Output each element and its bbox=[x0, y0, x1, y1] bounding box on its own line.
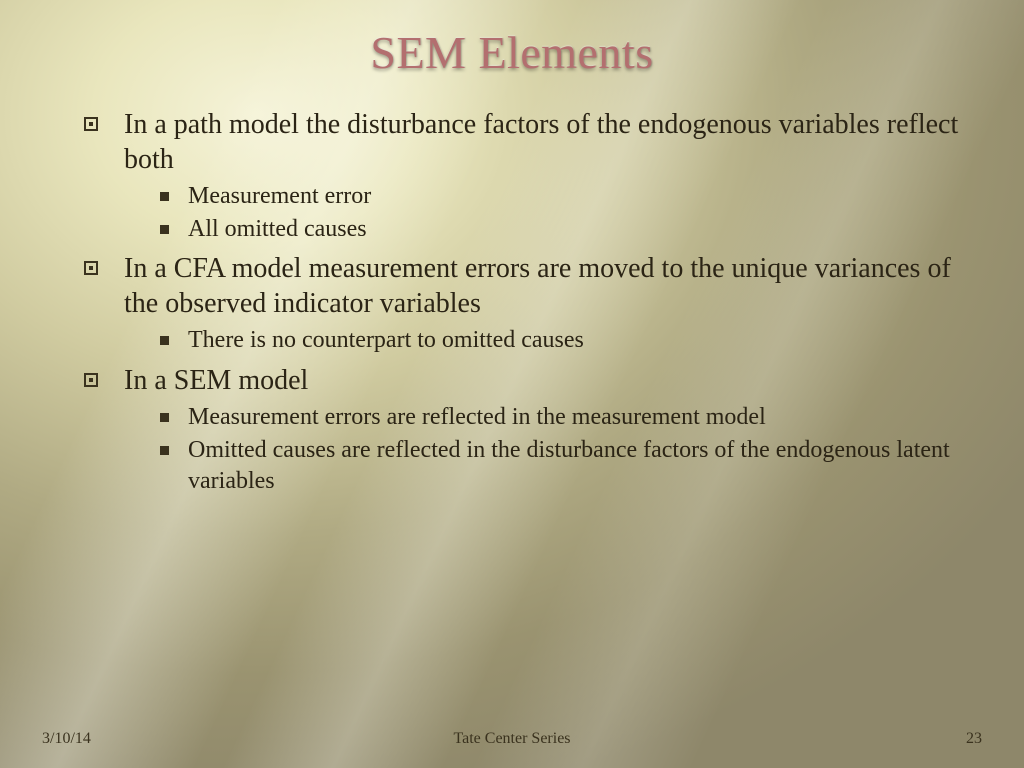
sub-bullet-list: There is no counterpart to omitted cause… bbox=[160, 325, 974, 356]
bullet-text: In a path model the disturbance factors … bbox=[124, 109, 958, 175]
sub-bullet-item: Measurement error bbox=[160, 181, 974, 212]
sub-bullet-item: Measurement errors are reflected in the … bbox=[160, 402, 974, 433]
bullet-text: In a CFA model measurement errors are mo… bbox=[124, 253, 951, 319]
sub-bullet-item: There is no counterpart to omitted cause… bbox=[160, 325, 974, 356]
bullet-list: In a path model the disturbance factors … bbox=[84, 107, 974, 497]
sub-bullet-list: Measurement errors are reflected in the … bbox=[160, 402, 974, 498]
bullet-item: In a SEM model Measurement errors are re… bbox=[84, 363, 974, 498]
bullet-item: In a path model the disturbance factors … bbox=[84, 107, 974, 245]
sub-bullet-item: All omitted causes bbox=[160, 214, 974, 245]
slide: SEM Elements In a path model the disturb… bbox=[0, 0, 1024, 768]
bullet-item: In a CFA model measurement errors are mo… bbox=[84, 251, 974, 356]
footer-series: Tate Center Series bbox=[0, 730, 1024, 748]
slide-footer: 3/10/14 Tate Center Series 23 bbox=[0, 730, 1024, 748]
bullet-text: In a SEM model bbox=[124, 365, 308, 396]
sub-bullet-list: Measurement error All omitted causes bbox=[160, 181, 974, 245]
slide-title: SEM Elements bbox=[50, 26, 974, 79]
sub-bullet-item: Omitted causes are reflected in the dist… bbox=[160, 435, 974, 497]
